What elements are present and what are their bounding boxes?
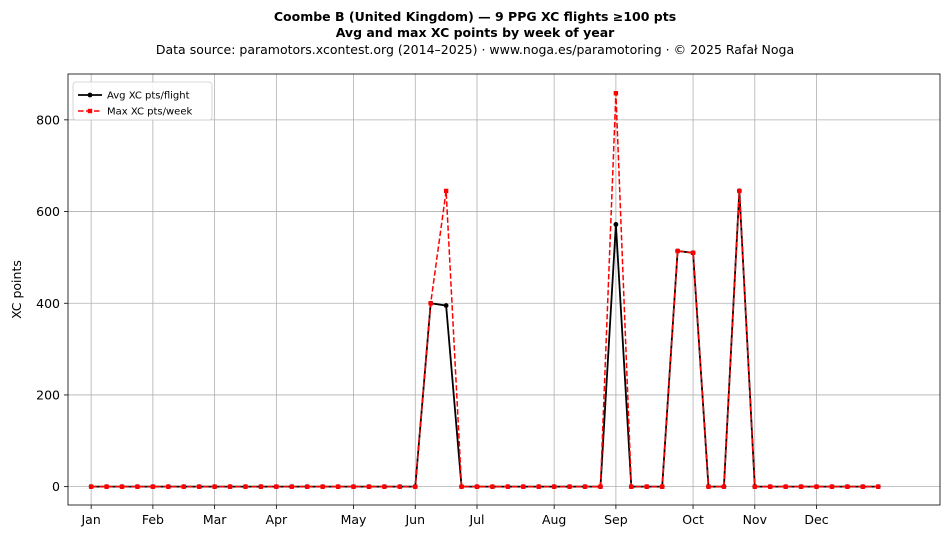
data-point <box>798 484 804 489</box>
data-point <box>814 484 819 489</box>
data-point <box>860 484 866 489</box>
series-max-xc-pts <box>88 91 881 489</box>
data-point <box>675 248 680 254</box>
data-point <box>490 484 495 489</box>
x-tick-label: Mar <box>203 512 227 527</box>
data-point <box>104 484 109 489</box>
data-point <box>212 484 217 489</box>
data-point <box>289 484 294 489</box>
series-layer <box>88 91 881 490</box>
legend-label: Avg XC pts/flight <box>107 91 190 102</box>
legend-box <box>72 81 213 121</box>
data-point <box>474 484 480 489</box>
series-line <box>91 92 879 488</box>
legend: Avg XC pts/flight Max XC pts/week <box>72 81 213 121</box>
data-point <box>397 484 403 489</box>
data-point <box>737 188 742 194</box>
data-point <box>505 484 511 489</box>
data-point <box>351 484 356 489</box>
x-tick-label: Jan <box>81 512 101 527</box>
series-avg-xc-pts <box>88 188 881 490</box>
x-tick-label: Aug <box>542 512 566 527</box>
data-point <box>382 484 387 489</box>
y-axis-label: XC points <box>9 260 24 319</box>
grid-lines <box>68 74 940 505</box>
data-point <box>829 484 835 489</box>
data-point <box>119 484 125 489</box>
legend-marker <box>87 108 93 114</box>
data-point <box>135 484 140 489</box>
data-point <box>706 484 711 489</box>
data-point <box>752 484 757 489</box>
data-point <box>320 484 325 489</box>
x-tick-label: Nov <box>743 512 768 527</box>
x-tick-label: Oct <box>682 512 704 527</box>
legend-marker <box>87 92 93 98</box>
x-tick-label: Sep <box>604 512 628 527</box>
data-point <box>613 221 619 227</box>
data-point <box>659 484 665 489</box>
data-point <box>227 484 233 489</box>
y-tick-label: 600 <box>36 204 60 219</box>
data-point <box>783 484 788 489</box>
data-point <box>443 188 449 194</box>
data-point <box>629 484 634 489</box>
data-point <box>181 484 186 489</box>
data-point <box>88 484 94 489</box>
y-tick-label: 800 <box>36 112 60 127</box>
data-point <box>768 484 773 489</box>
y-tick-label: 0 <box>52 479 60 494</box>
data-point <box>428 301 433 306</box>
x-tick-label: Jun <box>404 512 425 527</box>
chart-subtitle: Avg and max XC points by week of year <box>335 25 615 40</box>
data-point <box>644 484 649 489</box>
data-point <box>613 91 619 96</box>
data-point <box>582 484 588 489</box>
data-point <box>721 484 727 489</box>
y-tick-label: 400 <box>36 296 60 311</box>
data-point <box>567 484 572 489</box>
data-point <box>521 484 526 489</box>
legend-label: Max XC pts/week <box>107 107 192 118</box>
data-point <box>443 303 449 308</box>
chart-title: Coombe B (United Kingdom) — 9 PPG XC fli… <box>273 9 677 24</box>
axis-ticks: Jan Feb Mar Apr May Jun Jul Aug Sep Oct Nov Dec 0 200… <box>36 112 829 527</box>
data-point <box>335 484 341 489</box>
data-point <box>690 250 696 256</box>
x-tick-label: Jul <box>468 512 484 527</box>
data-point <box>845 484 850 489</box>
x-tick-label: Apr <box>266 512 288 527</box>
data-point <box>598 484 603 489</box>
x-tick-label: Feb <box>142 512 164 527</box>
data-point <box>150 484 156 489</box>
data-point <box>243 484 248 489</box>
data-point <box>876 484 881 489</box>
chart-titles: Coombe B (United Kingdom) — 9 PPG XC fli… <box>0 9 950 58</box>
data-point <box>459 484 464 489</box>
series-line <box>91 190 879 488</box>
plot-area-frame <box>67 73 941 506</box>
x-tick-label: May <box>341 512 367 527</box>
data-point <box>536 484 541 489</box>
data-point <box>166 484 171 489</box>
y-tick-label: 200 <box>36 387 60 402</box>
data-point <box>305 484 310 489</box>
data-point <box>196 484 202 489</box>
data-point <box>274 484 279 489</box>
data-point <box>413 484 418 489</box>
data-point <box>258 484 264 489</box>
data-point <box>366 484 372 489</box>
data-point <box>551 484 557 489</box>
x-tick-label: Dec <box>804 512 828 527</box>
chart-source-line: Data source: paramotors.xcontest.org (20… <box>155 42 795 57</box>
